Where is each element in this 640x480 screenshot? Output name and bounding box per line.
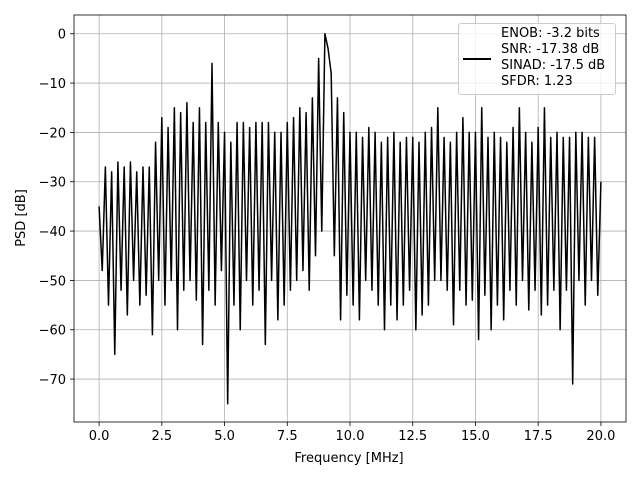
- x-tick-label: 2.5: [151, 429, 172, 444]
- plot-frame: [73, 14, 627, 423]
- x-tick-label: 10.0: [336, 429, 365, 444]
- x-axis-label: Frequency [MHz]: [294, 451, 403, 466]
- y-tick-label: −10: [39, 77, 66, 92]
- y-tick-label: −50: [39, 274, 66, 289]
- y-tick-label: −40: [39, 225, 66, 240]
- x-tick-label: 20.0: [586, 429, 615, 444]
- y-tick-label: −30: [39, 176, 66, 191]
- series-line: [98, 33, 602, 405]
- y-tick-label: 0: [58, 28, 66, 43]
- x-tick-label: 5.0: [214, 429, 235, 444]
- y-tick-label: −20: [39, 126, 66, 141]
- x-tick-label: 12.5: [398, 429, 427, 444]
- y-axis-label: PSD [dB]: [14, 189, 29, 247]
- x-tick-label: 0.0: [89, 429, 110, 444]
- x-tick-label: 7.5: [277, 429, 298, 444]
- y-tick-label: −60: [39, 324, 66, 339]
- legend-handle: [463, 58, 491, 60]
- x-tick-label: 15.0: [461, 429, 490, 444]
- legend: ENOB: -3.2 bits SNR: -17.38 dB SINAD: -1…: [458, 23, 616, 95]
- legend-label: ENOB: -3.2 bits SNR: -17.38 dB SINAD: -1…: [501, 26, 606, 89]
- x-tick-label: 17.5: [524, 429, 553, 444]
- y-tick-label: −70: [39, 373, 66, 388]
